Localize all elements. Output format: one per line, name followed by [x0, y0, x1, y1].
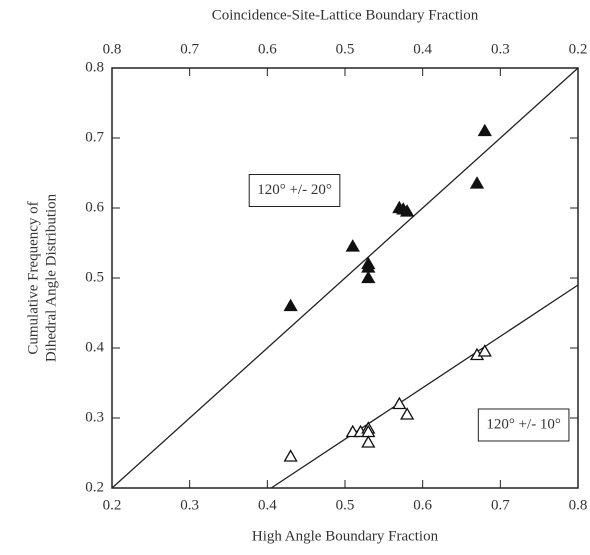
data-point — [392, 396, 407, 410]
y-tick-label: 0.8 — [85, 59, 104, 75]
data-point — [361, 435, 376, 448]
fit-line — [111, 67, 579, 489]
x-axis-title: High Angle Boundary Fraction — [252, 528, 439, 544]
y-axis-title: Cumulative Frequency of — [25, 201, 41, 354]
annotation: 120° +/- 20° — [257, 182, 332, 198]
x-tick-label: 0.3 — [180, 497, 199, 513]
annotation: 120° +/- 10° — [486, 416, 561, 432]
fit-line — [270, 284, 579, 489]
data-point — [477, 123, 492, 137]
annotation-box — [248, 174, 341, 207]
x2-tick-label: 0.7 — [180, 41, 199, 57]
data-point — [361, 270, 376, 284]
annotation-box — [477, 408, 570, 442]
x2-tick-label: 0.2 — [569, 41, 588, 57]
x-tick-label: 0.2 — [103, 497, 122, 513]
data-point — [469, 176, 485, 189]
y-tick-label: 0.3 — [85, 409, 104, 425]
y-tick-label: 0.5 — [85, 269, 104, 285]
y-tick-label: 0.2 — [85, 479, 104, 495]
data-point — [283, 449, 298, 462]
x2-tick-label: 0.3 — [491, 41, 510, 57]
x2-tick-label: 0.6 — [258, 41, 277, 57]
y-axis-title: Dihedral Angle Distribution — [43, 193, 59, 362]
x-tick-label: 0.7 — [491, 497, 510, 513]
data-point — [400, 407, 415, 420]
x-tick-label: 0.8 — [569, 497, 588, 513]
data-point — [400, 204, 415, 217]
x2-tick-label: 0.8 — [103, 41, 122, 57]
data-point — [477, 344, 492, 357]
y-tick-label: 0.6 — [85, 199, 104, 215]
data-point — [283, 298, 298, 312]
y-tick-label: 0.7 — [85, 129, 104, 145]
x2-tick-label: 0.5 — [336, 41, 355, 57]
x2-axis-title: Coincidence-Site-Lattice Boundary Fracti… — [212, 7, 479, 23]
x-tick-label: 0.5 — [336, 497, 355, 513]
x2-tick-label: 0.4 — [413, 41, 432, 57]
y-tick-label: 0.4 — [85, 339, 104, 355]
x-tick-label: 0.6 — [413, 497, 432, 513]
x-tick-label: 0.4 — [258, 497, 277, 513]
data-point — [345, 239, 360, 252]
